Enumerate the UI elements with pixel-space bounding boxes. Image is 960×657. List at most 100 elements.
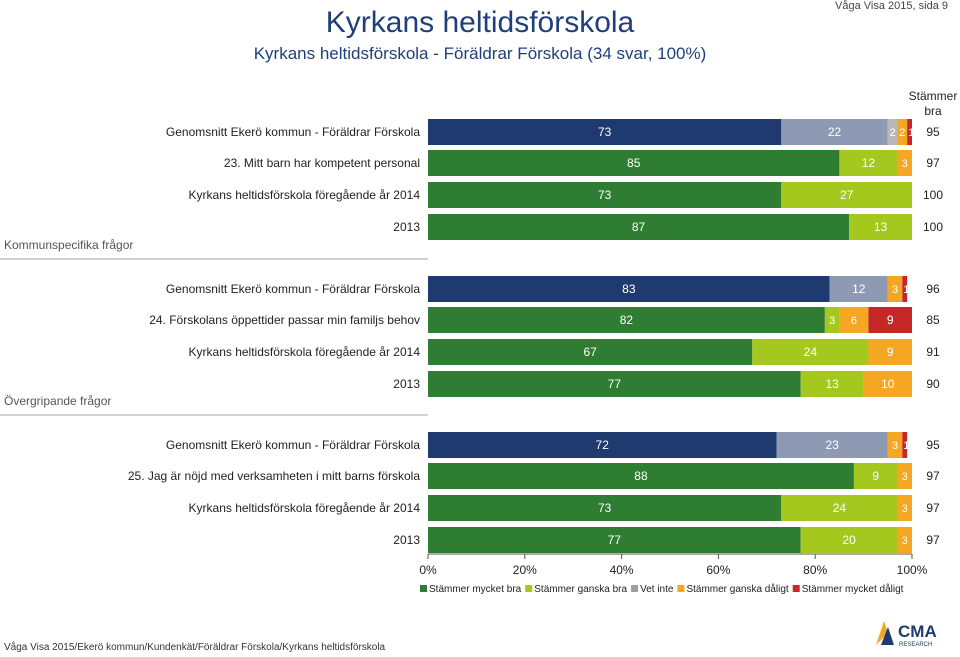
cma-logo: CMA RESEARCH bbox=[876, 621, 937, 648]
score-column-header: Stämmer bbox=[909, 89, 958, 103]
bar-segment bbox=[428, 307, 825, 333]
footer-path: Våga Visa 2015/Ekerö kommun/Kundenkät/Fö… bbox=[4, 642, 386, 653]
bar-segment bbox=[839, 150, 898, 176]
bar-value-label: 6 bbox=[851, 315, 857, 327]
bar-value-label: 85 bbox=[627, 156, 641, 170]
bar-value-label: 13 bbox=[874, 220, 888, 234]
bar-segment bbox=[776, 432, 888, 458]
legend-swatch bbox=[631, 585, 639, 592]
bar-segment bbox=[868, 307, 912, 333]
score-value: 97 bbox=[926, 533, 940, 547]
bar-segment bbox=[428, 214, 850, 240]
bar-value-label: 82 bbox=[620, 313, 634, 327]
legend-swatch bbox=[677, 585, 685, 592]
bar-value-label: 12 bbox=[862, 156, 876, 170]
bar-value-label: 67 bbox=[583, 345, 597, 359]
bar-value-label: 3 bbox=[892, 440, 898, 452]
bar-value-label: 0 bbox=[913, 379, 919, 391]
bar-segment bbox=[897, 150, 912, 176]
bar-value-label: 9 bbox=[887, 313, 894, 327]
row-label: Genomsnitt Ekerö kommun - Föräldrar Förs… bbox=[166, 438, 420, 452]
score-value: 90 bbox=[926, 377, 940, 391]
bar-segment bbox=[897, 119, 908, 145]
bar-value-label: 3 bbox=[829, 315, 835, 327]
bar-segment bbox=[887, 432, 903, 458]
bar-value-label: 3 bbox=[902, 535, 908, 547]
row-label: 2013 bbox=[393, 533, 420, 547]
score-column-header: bra bbox=[924, 104, 942, 118]
bar-segment bbox=[839, 307, 869, 333]
bar-segment bbox=[897, 527, 912, 553]
bar-segment bbox=[824, 307, 840, 333]
bar-value-label: 73 bbox=[598, 501, 612, 515]
bar-value-label: 9 bbox=[872, 469, 879, 483]
bar-value-label: 24 bbox=[833, 501, 847, 515]
bar-segment bbox=[829, 276, 888, 302]
bar-segment bbox=[902, 276, 908, 302]
legend-swatch bbox=[792, 585, 800, 592]
bar-value-label: 24 bbox=[804, 345, 818, 359]
bar-segment bbox=[887, 276, 903, 302]
bar-segment bbox=[853, 463, 898, 489]
bar-value-label: 83 bbox=[622, 282, 636, 296]
row-label: Kyrkans heltidsförskola föregående år 20… bbox=[189, 501, 421, 515]
bar-value-label: 73 bbox=[598, 188, 612, 202]
bar-value-label: 0 bbox=[913, 471, 919, 483]
x-tick-label: 100% bbox=[897, 563, 928, 577]
bar-segment bbox=[428, 527, 801, 553]
bar-segment bbox=[902, 432, 908, 458]
bar-segment bbox=[781, 495, 898, 521]
bar-segment bbox=[428, 495, 782, 521]
bar-value-label: 9 bbox=[887, 345, 894, 359]
bar-segment bbox=[868, 339, 912, 365]
x-tick-label: 0% bbox=[419, 563, 437, 577]
bar-value-label: 1 bbox=[903, 284, 909, 296]
logo-subtext: RESEARCH bbox=[899, 642, 932, 648]
bar-segment bbox=[428, 150, 840, 176]
bar-segment bbox=[781, 182, 912, 208]
bar-segment bbox=[428, 339, 753, 365]
bar-value-label: 72 bbox=[596, 438, 610, 452]
bar-value-label: 77 bbox=[608, 377, 622, 391]
bar-segment bbox=[897, 463, 912, 489]
bar-segment bbox=[887, 119, 898, 145]
row-label: Kyrkans heltidsförskola föregående år 20… bbox=[189, 345, 421, 359]
bar-value-label: 2 bbox=[890, 127, 896, 139]
bar-value-label: 0 bbox=[913, 190, 919, 202]
bar-segment bbox=[428, 119, 782, 145]
bar-segment bbox=[800, 371, 864, 397]
section-label: Kommunspecifika frågor bbox=[4, 238, 133, 252]
row-label: Genomsnitt Ekerö kommun - Föräldrar Förs… bbox=[166, 125, 420, 139]
bar-value-label: 3 bbox=[902, 503, 908, 515]
bar-value-label: 22 bbox=[828, 125, 842, 139]
x-tick-label: 80% bbox=[803, 563, 827, 577]
bar-value-label: 0 bbox=[913, 222, 919, 234]
legend-entry: Vet inte bbox=[640, 584, 674, 595]
bar-value-label: 13 bbox=[825, 377, 839, 391]
score-value: 91 bbox=[926, 345, 940, 359]
bar-value-label: 12 bbox=[852, 282, 866, 296]
bar-segment bbox=[849, 214, 912, 240]
row-label: 25. Jag är nöjd med verksamheten i mitt … bbox=[128, 469, 420, 483]
bar-value-label: 0 bbox=[913, 503, 919, 515]
bar-segment bbox=[800, 527, 898, 553]
row-label: 23. Mitt barn har kompetent personal bbox=[224, 156, 420, 170]
bar-segment bbox=[752, 339, 869, 365]
bar-segment bbox=[428, 463, 854, 489]
legend-entry: Stämmer ganska bra bbox=[534, 584, 627, 595]
score-value: 100 bbox=[923, 188, 943, 202]
page-reference: Våga Visa 2015, sida 9 bbox=[835, 0, 948, 12]
logo-text: CMA bbox=[898, 622, 937, 641]
bar-value-label: 20 bbox=[842, 533, 856, 547]
bar-value-label: 3 bbox=[892, 284, 898, 296]
legend-entry: Stämmer ganska dåligt bbox=[686, 583, 788, 595]
bar-value-label: 88 bbox=[634, 469, 648, 483]
x-tick-label: 20% bbox=[513, 563, 537, 577]
bar-segment bbox=[907, 119, 912, 145]
score-value: 97 bbox=[926, 156, 940, 170]
bar-value-label: 0 bbox=[913, 535, 919, 547]
bar-segment bbox=[428, 182, 782, 208]
bar-value-label: 2 bbox=[899, 127, 905, 139]
x-tick-label: 60% bbox=[706, 563, 730, 577]
bar-value-label: 27 bbox=[840, 188, 854, 202]
